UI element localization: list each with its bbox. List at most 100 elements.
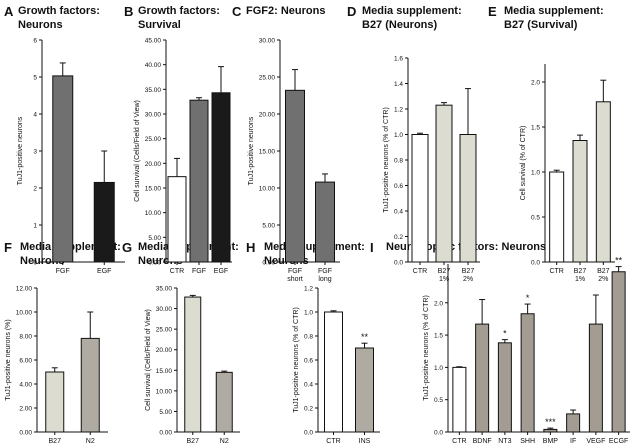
x-tick-label: FGF xyxy=(288,268,302,275)
y-tick-label: 1 xyxy=(33,223,37,230)
y-axis-label: TuJ1-positive neurons (% of CTR) xyxy=(293,307,300,413)
y-axis-label: TuJ1-positive neurons xyxy=(17,116,24,185)
y-tick-label: 0.00 xyxy=(262,260,275,267)
x-tick-label: ECGF xyxy=(609,438,628,445)
panel-c: 0.00 5.00 10.00 15.00 20.00 25.00 30.00 TuJ1-po… xyxy=(248,38,340,283)
panel-letter: I xyxy=(370,240,374,255)
panel-title: B27 (Neurons) xyxy=(362,19,438,31)
x-tick-label: CTR xyxy=(413,268,427,275)
y-tick-label: 0.4 xyxy=(304,382,313,389)
y-tick-label: 0.6 xyxy=(304,358,313,365)
bar xyxy=(572,140,588,263)
y-tick-label: 35.00 xyxy=(145,87,162,94)
y-tick-label: 6 xyxy=(33,38,37,45)
y-tick-label: 25.00 xyxy=(259,75,276,82)
y-tick-label: 30.00 xyxy=(259,38,276,45)
y-axis-label: TuJ1-positive neurons (% of CTR) xyxy=(383,107,390,213)
panel-title: Media supplement: xyxy=(362,5,462,17)
y-tick-label: 1.0 xyxy=(304,310,313,317)
y-tick-label: 0.00 xyxy=(159,430,172,437)
panel-a: 0 1 2 3 4 5 6 TuJ1-positive neurons FGF EGF xyxy=(17,38,125,275)
y-tick-label: 0.2 xyxy=(304,406,313,413)
y-tick-label: 0.00 xyxy=(19,430,32,437)
y-tick-label: 0.0 xyxy=(304,430,313,437)
bar xyxy=(211,92,231,263)
y-tick-label: 0.0 xyxy=(434,430,443,437)
x-tick-label: B27 xyxy=(597,268,610,275)
y-tick-label: 0.5 xyxy=(434,397,443,404)
y-tick-label: 1.6 xyxy=(394,56,403,63)
x-tick-label: 1% xyxy=(575,276,585,283)
bar xyxy=(45,371,65,433)
x-tick-label: CTR xyxy=(326,438,340,445)
x-tick-label: FGF xyxy=(56,268,70,275)
y-tick-label: 0.6 xyxy=(394,183,403,190)
panel-i: 0.0 0.5 1.0 1.5 2.0 TuJ1-positive neurons (% … xyxy=(423,256,630,445)
x-tick-label: B27 xyxy=(462,268,475,275)
y-tick-label: 2.0 xyxy=(434,300,443,307)
panel-letter: B xyxy=(124,4,134,19)
y-tick-label: 1.4 xyxy=(394,81,403,88)
y-tick-label: 1.0 xyxy=(434,365,443,372)
y-tick-label: 35.00 xyxy=(156,286,173,293)
y-tick-label: 1.5 xyxy=(531,125,540,132)
bar xyxy=(475,323,490,433)
x-tick-label: CTR xyxy=(549,268,563,275)
x-tick-label: 2% xyxy=(598,276,608,283)
panel-b: 0.00 5.00 10.00 15.00 20.00 25.00 30.00 35.00 40… xyxy=(134,38,232,275)
y-tick-label: 45.00 xyxy=(145,38,162,45)
x-tick-label: long xyxy=(318,276,331,283)
bar xyxy=(189,99,209,263)
y-tick-label: 40.00 xyxy=(145,62,162,69)
x-tick-label: B27 xyxy=(438,268,451,275)
y-tick-label: 5.00 xyxy=(262,223,275,230)
panel-g: 0.00 5.00 10.00 15.00 20.00 25.00 30.00 35.00 Ce… xyxy=(145,286,240,445)
y-tick-label: 1.2 xyxy=(304,286,313,293)
y-tick-label: 4 xyxy=(33,112,37,119)
y-tick-label: 0.2 xyxy=(394,234,403,241)
x-tick-label: FGF xyxy=(192,268,206,275)
y-tick-label: 10.00 xyxy=(145,210,162,217)
y-axis-label: Cell survival (% of CTR) xyxy=(520,126,527,201)
bar xyxy=(355,347,374,433)
panel-title: B27 (Survival) xyxy=(504,19,578,31)
significance-mark: ** xyxy=(361,332,369,342)
y-tick-label: 2.0 xyxy=(531,80,540,87)
y-tick-label: 0.8 xyxy=(394,158,403,165)
bar xyxy=(324,311,343,433)
x-tick-label: BDNF xyxy=(473,438,492,445)
x-tick-label: CTR xyxy=(170,268,184,275)
x-tick-label: N2 xyxy=(220,438,229,445)
x-tick-label: B27 xyxy=(49,438,62,445)
bar xyxy=(459,134,477,263)
y-tick-label: 25.00 xyxy=(156,327,173,334)
bar xyxy=(411,134,429,263)
bar xyxy=(285,89,305,263)
bar xyxy=(215,371,233,433)
bar xyxy=(543,428,558,433)
y-tick-label: 1.2 xyxy=(394,107,403,114)
y-tick-label: 20.00 xyxy=(145,161,162,168)
y-axis-label: Cell survival (Cells/Field of View) xyxy=(145,309,152,411)
panel-letter: D xyxy=(347,4,357,19)
x-tick-label: B27 xyxy=(574,268,587,275)
panel-title: FGF2: Neurons xyxy=(246,5,326,17)
y-tick-label: 10.00 xyxy=(259,186,276,193)
x-tick-label: 1% xyxy=(439,276,449,283)
bar xyxy=(611,271,626,433)
y-tick-label: 1.5 xyxy=(434,333,443,340)
x-tick-label: 2% xyxy=(463,276,473,283)
bar xyxy=(167,176,187,263)
bar xyxy=(566,413,581,433)
y-axis-label: TuJ1-positive neurons (%) xyxy=(5,319,12,400)
bar xyxy=(80,337,100,433)
bar xyxy=(52,75,74,263)
panel-letter: H xyxy=(246,240,256,255)
x-tick-label: VEGF xyxy=(586,438,605,445)
y-axis-label: Cell survival (Cells/Field of View) xyxy=(134,100,141,202)
x-tick-label: EGF xyxy=(97,268,111,275)
x-tick-label: CTR xyxy=(452,438,466,445)
x-tick-label: SHH xyxy=(520,438,535,445)
y-tick-label: 8.00 xyxy=(19,334,32,341)
significance-mark: ** xyxy=(615,256,623,266)
